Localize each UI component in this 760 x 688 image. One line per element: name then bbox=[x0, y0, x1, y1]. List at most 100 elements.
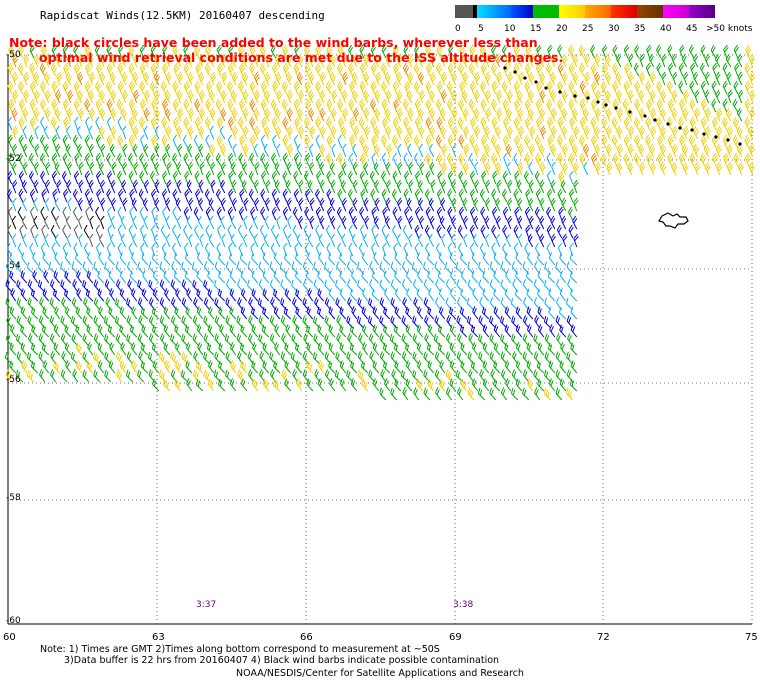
wind-barb bbox=[370, 80, 377, 95]
wind-barb bbox=[704, 53, 710, 68]
wind-barb bbox=[379, 387, 387, 401]
wind-barb bbox=[221, 233, 226, 248]
wind-barb bbox=[225, 297, 233, 311]
wind-barb bbox=[683, 89, 690, 104]
wind-barb bbox=[561, 71, 569, 86]
retrieval-flag-dot bbox=[738, 142, 742, 146]
wind-barb bbox=[298, 89, 305, 104]
wind-barb bbox=[232, 125, 239, 140]
wind-barb bbox=[681, 143, 689, 158]
wind-barb bbox=[98, 161, 105, 176]
wind-barb bbox=[60, 261, 68, 275]
wind-barb bbox=[617, 107, 624, 122]
wind-barb bbox=[363, 215, 370, 230]
wind-barb bbox=[273, 252, 281, 266]
wind-barb bbox=[23, 53, 30, 68]
wind-barb bbox=[578, 44, 585, 59]
wind-barb bbox=[272, 378, 281, 392]
wind-barb bbox=[412, 369, 420, 383]
wind-barb bbox=[419, 161, 425, 176]
wind-barbs bbox=[4, 44, 756, 401]
wind-barb bbox=[417, 107, 424, 122]
wind-barb bbox=[412, 351, 420, 365]
wind-barb bbox=[254, 53, 261, 68]
wind-barb bbox=[228, 44, 234, 59]
wind-barb bbox=[165, 233, 171, 248]
wind-barb bbox=[231, 53, 238, 68]
wind-barb bbox=[565, 387, 574, 401]
wind-barb bbox=[639, 161, 646, 176]
wind-barb bbox=[352, 161, 358, 176]
wind-barb bbox=[65, 215, 72, 230]
wind-barb bbox=[66, 233, 72, 248]
wind-barb bbox=[700, 98, 708, 113]
wind-barb bbox=[172, 152, 178, 167]
wind-barb bbox=[434, 261, 442, 275]
wind-barb bbox=[282, 116, 289, 131]
wind-barb bbox=[20, 324, 28, 338]
wind-barb bbox=[330, 107, 337, 122]
wind-barb bbox=[529, 125, 536, 140]
wind-barb bbox=[394, 252, 402, 266]
wind-barb bbox=[177, 71, 184, 86]
wind-barb bbox=[18, 116, 25, 131]
wind-barb bbox=[615, 71, 622, 86]
wind-barb bbox=[370, 116, 377, 131]
wind-barb bbox=[418, 125, 425, 140]
wind-barb bbox=[441, 53, 448, 68]
wind-barb bbox=[209, 107, 216, 122]
wind-barb bbox=[296, 71, 304, 86]
wind-barb bbox=[429, 53, 437, 68]
wind-barb bbox=[315, 116, 322, 131]
wind-barb bbox=[694, 161, 701, 176]
wind-barb bbox=[650, 125, 657, 140]
wind-barb bbox=[385, 89, 392, 104]
wind-barb bbox=[26, 369, 35, 383]
wind-barb bbox=[682, 107, 689, 122]
wind-barb bbox=[403, 116, 410, 131]
wind-barb bbox=[53, 342, 61, 356]
wind-barb bbox=[427, 360, 435, 374]
legend-tick: 40 bbox=[660, 24, 672, 34]
wind-barb bbox=[582, 107, 589, 122]
wind-barb bbox=[253, 71, 261, 86]
wind-barb bbox=[645, 80, 652, 95]
wind-barb bbox=[12, 89, 19, 104]
wind-barb bbox=[374, 89, 381, 104]
wind-barb bbox=[561, 215, 567, 230]
wind-barb bbox=[507, 197, 513, 212]
wind-barb bbox=[681, 53, 688, 68]
wind-barb bbox=[469, 134, 476, 149]
wind-barb bbox=[230, 161, 237, 176]
wind-barb bbox=[275, 197, 281, 212]
wind-barb bbox=[220, 107, 227, 122]
wind-barb bbox=[324, 261, 332, 275]
wind-barb bbox=[527, 89, 535, 104]
wind-barb bbox=[396, 107, 404, 122]
wind-barb bbox=[150, 152, 156, 167]
wind-barb bbox=[426, 342, 435, 356]
wind-barb bbox=[238, 44, 245, 59]
wind-barb bbox=[517, 107, 524, 122]
wind-barb bbox=[545, 62, 553, 77]
wind-barb bbox=[7, 134, 13, 149]
wind-barb bbox=[120, 215, 127, 230]
wind-barb bbox=[312, 315, 321, 329]
wind-barb bbox=[506, 233, 512, 248]
wind-barb bbox=[461, 89, 468, 104]
wind-barb bbox=[177, 107, 184, 122]
retrieval-flag-dot bbox=[534, 80, 538, 84]
wind-barb bbox=[390, 315, 398, 329]
wind-barb bbox=[12, 125, 19, 140]
wind-barb bbox=[185, 306, 193, 320]
wind-barb bbox=[584, 71, 591, 86]
wind-barb bbox=[239, 342, 248, 356]
wind-barb bbox=[181, 315, 189, 329]
wind-barb bbox=[361, 252, 369, 266]
wind-barb bbox=[436, 80, 444, 95]
wind-barb bbox=[264, 161, 270, 176]
wind-barb bbox=[262, 288, 270, 302]
wind-barb bbox=[449, 252, 457, 266]
wind-barb bbox=[524, 62, 532, 77]
wind-barb bbox=[60, 279, 68, 293]
